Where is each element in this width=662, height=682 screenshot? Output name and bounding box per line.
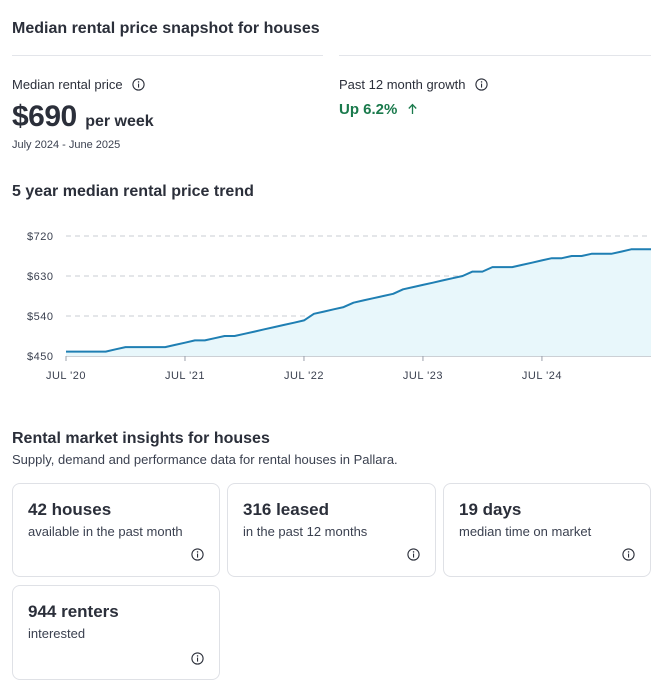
info-icon[interactable] [132,77,145,94]
x-tick-label: JUL '24 [522,370,562,382]
date-range: July 2024 - June 2025 [12,139,121,151]
trend-chart: $450 $540 $630 $720 JUL '20 JUL '21 JUL '22 JUL… [27,231,651,382]
median-price-value: $690 [12,100,77,133]
insights-title: Rental market insights for houses [12,430,270,447]
growth-label-row: Past 12 month growth [339,77,488,94]
median-price-label-row: Median rental price [12,77,145,94]
card-label: available in the past month [28,524,183,539]
x-tick-label: JUL '22 [284,370,324,382]
info-icon[interactable] [191,652,204,670]
y-tick-label: $720 [27,231,53,243]
divider-left [12,55,323,56]
insight-card-renters: 944 renters interested [12,585,220,680]
y-tick-label: $630 [27,271,53,283]
growth-label: Past 12 month growth [339,77,466,92]
trend-title: 5 year median rental price trend [12,183,254,200]
insight-card-available: 42 houses available in the past month [12,483,220,577]
snapshot-title: Median rental price snapshot for houses [12,20,320,37]
card-value: 944 renters [28,602,119,621]
info-icon[interactable] [191,548,204,566]
trend-line [66,248,651,353]
growth-value: Up 6.2% [339,101,398,118]
card-value: 19 days [459,500,522,519]
insight-card-leased: 316 leased in the past 12 months [227,483,436,577]
y-tick-label: $540 [27,311,53,323]
median-price-label: Median rental price [12,77,123,92]
card-label: interested [28,626,86,641]
x-tick-label: JUL '20 [46,370,86,382]
y-tick-label: $450 [27,351,53,363]
insight-card-days: 19 days median time on market [443,483,651,577]
growth-row: Up 6.2% [339,101,418,119]
card-value: 42 houses [28,500,112,519]
median-price-row: $690 per week [12,100,154,134]
card-label: in the past 12 months [243,524,368,539]
x-tick-label: JUL '21 [165,370,205,382]
info-icon[interactable] [622,548,635,566]
insights-subtitle: Supply, demand and performance data for … [12,452,398,467]
arrow-up-icon [407,102,418,119]
card-value: 316 leased [243,500,330,519]
info-icon[interactable] [475,77,488,94]
trend-area [66,249,651,356]
info-icon[interactable] [407,548,420,566]
card-label: median time on market [459,524,592,539]
per-week-label: per week [85,113,154,130]
divider-right [339,55,651,56]
x-tick-label: JUL '23 [403,370,443,382]
